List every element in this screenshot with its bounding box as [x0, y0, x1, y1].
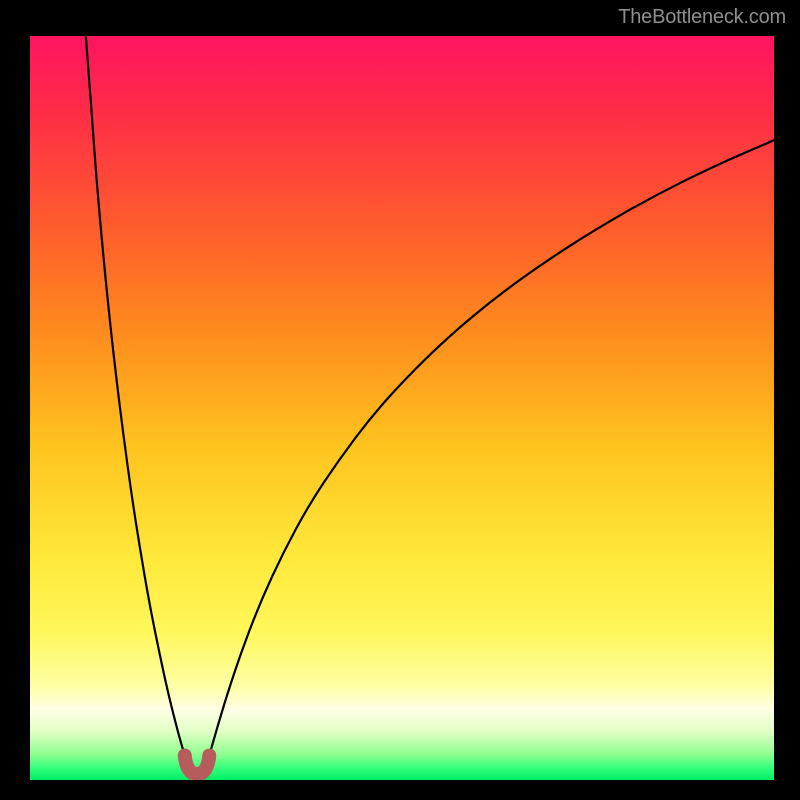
- plot-area: [30, 36, 774, 780]
- chart-svg: [30, 36, 774, 780]
- gradient-background: [30, 36, 774, 780]
- watermark-text: TheBottleneck.com: [618, 6, 786, 29]
